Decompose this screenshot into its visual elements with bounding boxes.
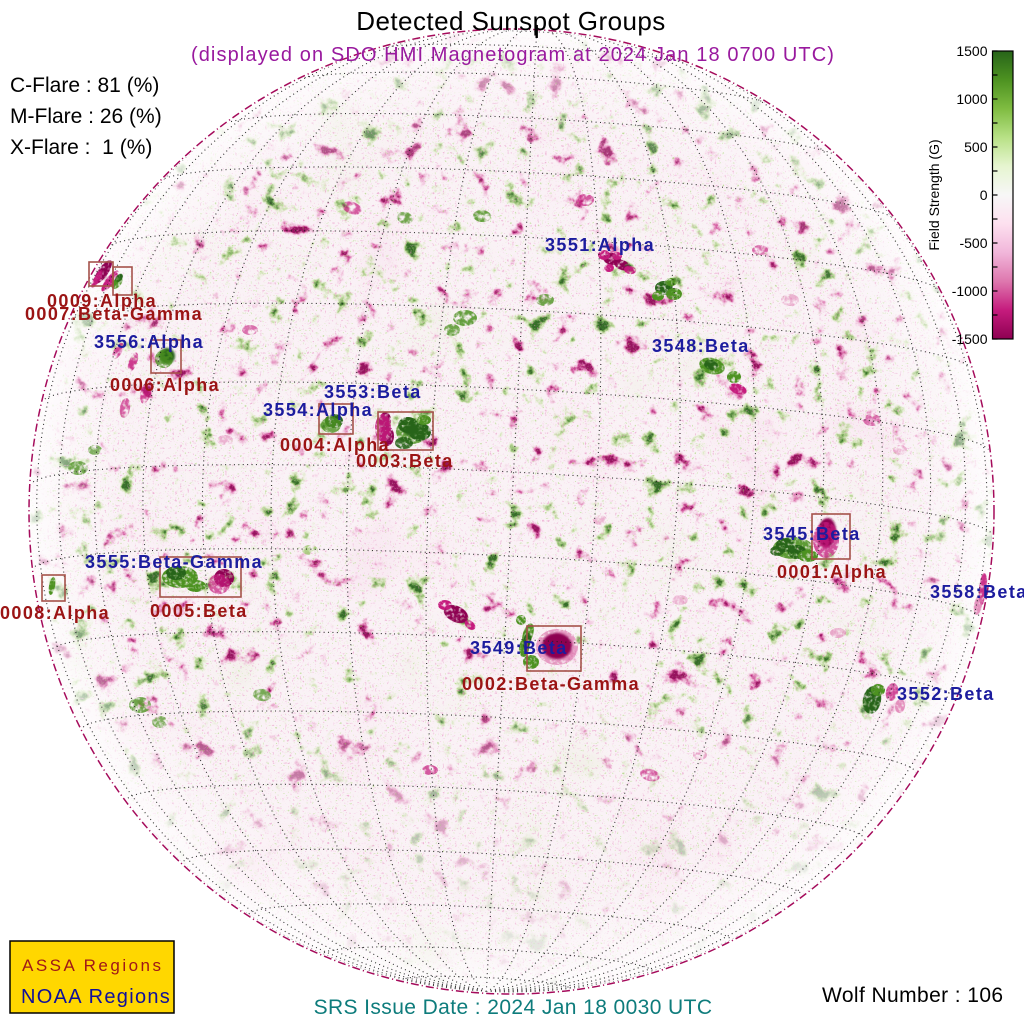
svg-text:0: 0 [980, 187, 988, 203]
svg-text:0002:Beta-Gamma: 0002:Beta-Gamma [462, 674, 640, 694]
svg-text:3558:Beta: 3558:Beta [930, 582, 1024, 602]
svg-text:NOAA Regions: NOAA Regions [21, 986, 171, 1008]
svg-text:3549:Beta: 3549:Beta [470, 638, 568, 658]
svg-text:0008:Alpha: 0008:Alpha [0, 603, 110, 623]
svg-text:3548:Beta: 3548:Beta [652, 336, 750, 356]
svg-text:0006:Alpha: 0006:Alpha [110, 375, 220, 395]
svg-text:0007:Beta-Gamma: 0007:Beta-Gamma [25, 304, 203, 324]
svg-text:0003:Beta: 0003:Beta [356, 451, 454, 471]
svg-text:Field Strength (G): Field Strength (G) [926, 139, 942, 250]
svg-text:0001:Alpha: 0001:Alpha [777, 562, 887, 582]
svg-text:1000: 1000 [956, 91, 987, 107]
svg-text:0009:Alpha: 0009:Alpha [47, 291, 157, 311]
svg-text:3551:Alpha: 3551:Alpha [545, 235, 655, 255]
svg-text:ASSA Regions: ASSA Regions [22, 956, 164, 975]
svg-text:-1500: -1500 [952, 331, 988, 347]
svg-text:-1000: -1000 [952, 283, 988, 299]
svg-text:SRS Issue Date : 2024 Jan 18 0: SRS Issue Date : 2024 Jan 18 0030 UTC [314, 996, 713, 1019]
svg-text:3545:Beta: 3545:Beta [763, 524, 861, 544]
svg-text:0004:Alpha: 0004:Alpha [280, 435, 390, 455]
svg-text:500: 500 [964, 139, 988, 155]
svg-text:3554:Alpha: 3554:Alpha [263, 400, 373, 420]
svg-text:3556:Alpha: 3556:Alpha [94, 332, 204, 352]
svg-text:X-Flare : 1 (%): X-Flare : 1 (%) [10, 136, 152, 159]
svg-text:M-Flare : 26 (%): M-Flare : 26 (%) [10, 105, 162, 128]
svg-text:(displayed on SDO HMI Magnetog: (displayed on SDO HMI Magnetogram at 202… [191, 44, 835, 66]
svg-text:3552:Beta: 3552:Beta [897, 684, 995, 704]
svg-text:C-Flare : 81 (%): C-Flare : 81 (%) [10, 74, 159, 97]
svg-text:3555:Beta-Gamma: 3555:Beta-Gamma [85, 552, 263, 572]
svg-text:Detected Sunspot Groups: Detected Sunspot Groups [356, 6, 666, 36]
svg-text:3553:Beta: 3553:Beta [324, 382, 422, 402]
svg-text:1500: 1500 [956, 43, 987, 59]
svg-text:0005:Beta: 0005:Beta [150, 601, 248, 621]
svg-text:-500: -500 [959, 235, 987, 251]
svg-text:Wolf Number : 106: Wolf Number : 106 [822, 984, 1004, 1007]
